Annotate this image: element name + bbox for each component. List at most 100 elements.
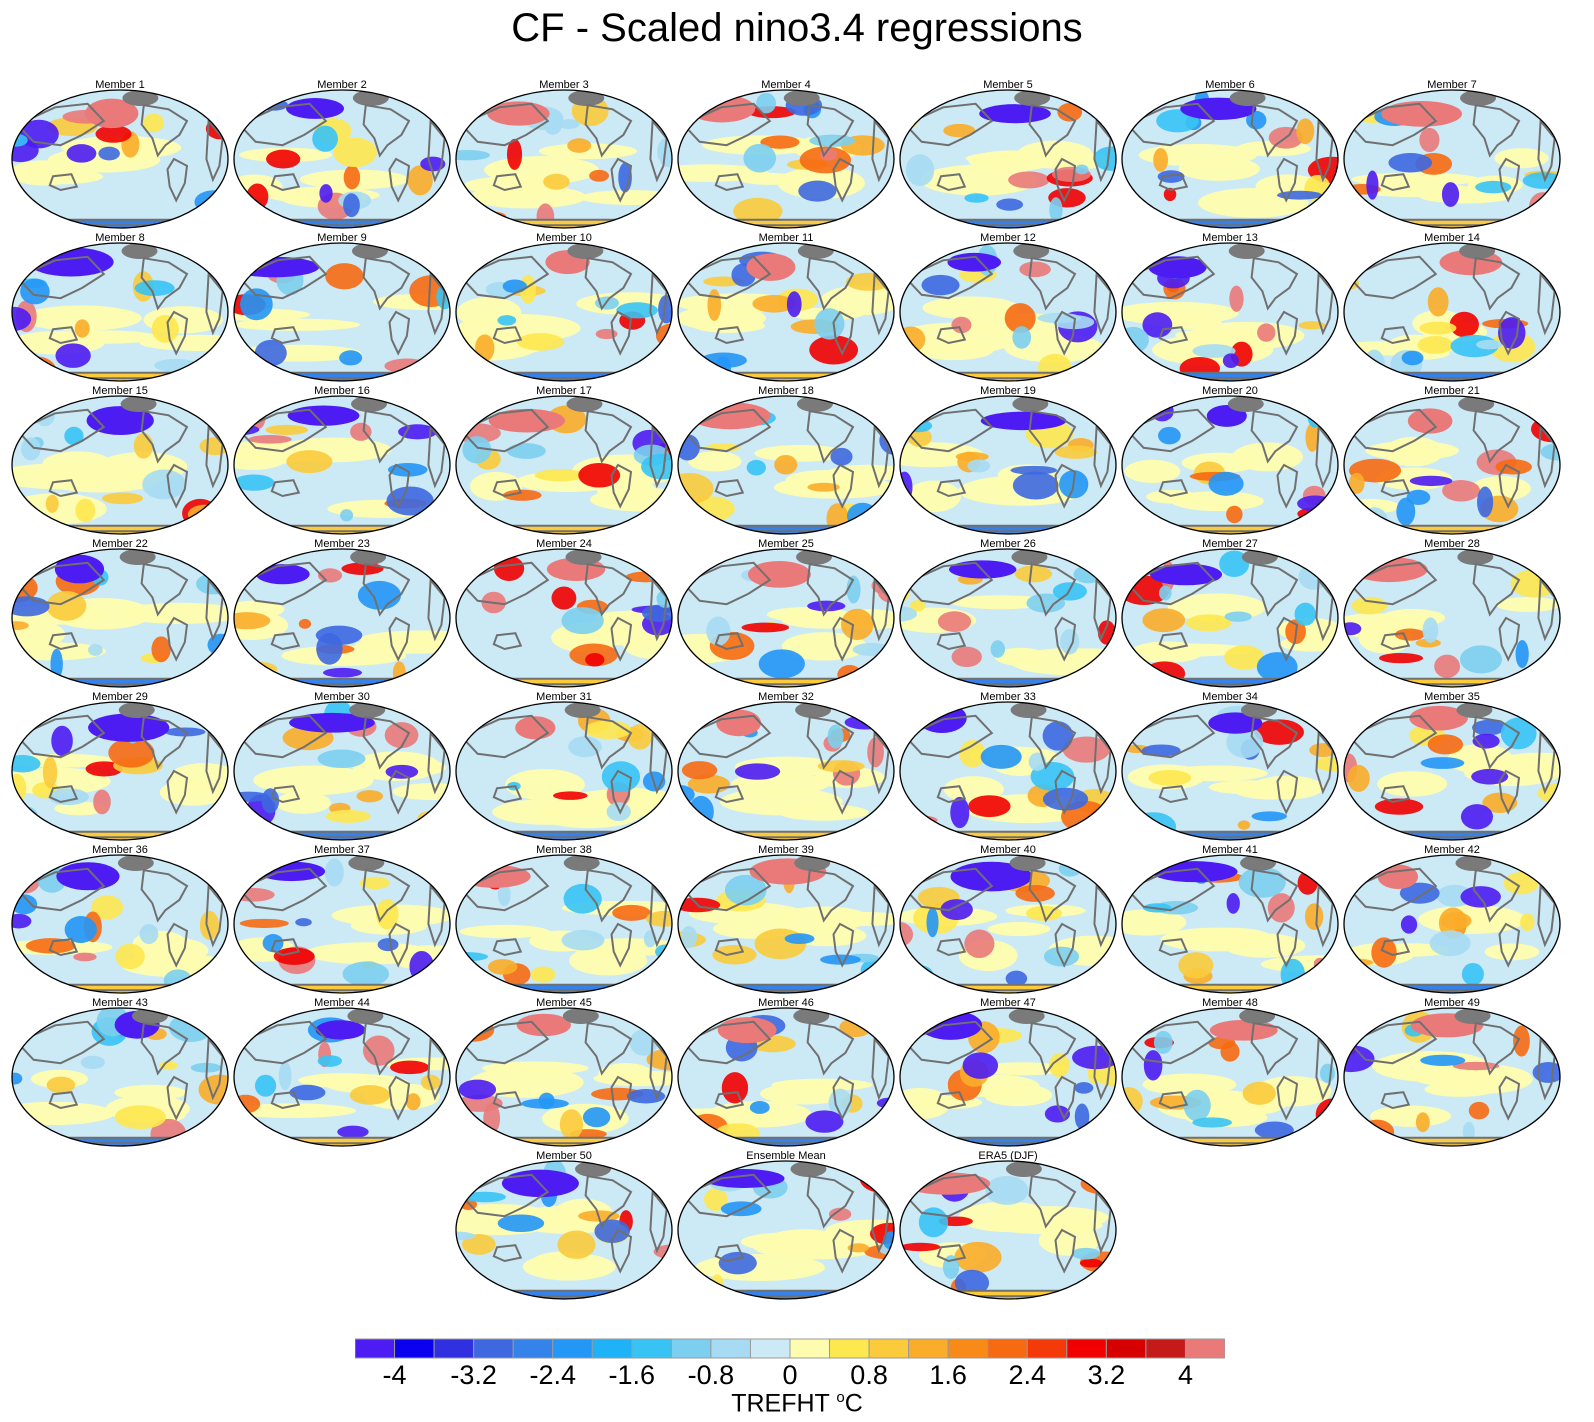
map-panel: Member 9 (232, 231, 452, 387)
panel-title: Member 43 (92, 997, 148, 1009)
colorbar-swatch (1105, 1338, 1147, 1359)
panel-title: Member 16 (314, 385, 370, 397)
map-image (11, 242, 229, 382)
colorbar-swatch (868, 1338, 910, 1359)
panel-title: Member 48 (1202, 997, 1258, 1009)
colorbar-swatch (987, 1338, 1028, 1359)
map-image (11, 548, 229, 688)
map-image (1343, 242, 1561, 382)
map-panel: Member 19 (898, 384, 1118, 540)
map-image (1343, 395, 1561, 535)
map-image (899, 701, 1117, 841)
colorbar-swatch (710, 1338, 751, 1359)
map-image (233, 395, 451, 535)
map-panel: Member 12 (898, 231, 1118, 387)
map-image (1121, 395, 1339, 535)
panel-title: Member 40 (980, 844, 1036, 856)
map-image (455, 242, 673, 382)
map-image (1343, 89, 1561, 229)
map-image (1121, 701, 1339, 841)
map-image (11, 89, 229, 229)
map-image (677, 854, 895, 994)
colorbar-tick: -1.6 (608, 1360, 656, 1390)
map-panel: Member 21 (1342, 384, 1562, 540)
map-image (455, 395, 673, 535)
map-panel: ERA5 (DJF) (898, 1149, 1118, 1305)
map-image (233, 854, 451, 994)
colorbar-swatch (355, 1338, 396, 1359)
map-image (1121, 89, 1339, 229)
panel-title: Member 41 (1202, 844, 1258, 856)
panel-title: Member 32 (758, 691, 814, 703)
colorbar-tick: -2.4 (529, 1360, 576, 1390)
map-panel: Member 48 (1120, 996, 1340, 1152)
map-image (899, 1007, 1117, 1147)
panel-title: Member 50 (536, 1150, 592, 1162)
colorbar-swatch (749, 1338, 791, 1359)
map-panel: Member 49 (1342, 996, 1562, 1152)
panel-title: Member 28 (1424, 538, 1480, 550)
panel-title: Member 6 (1205, 79, 1255, 91)
map-panel: Member 38 (454, 843, 674, 999)
map-image (1121, 1007, 1339, 1147)
map-panel: Member 27 (1120, 537, 1340, 693)
map-panel: Member 42 (1342, 843, 1562, 999)
panel-title: Member 25 (758, 538, 814, 550)
map-panel: Member 35 (1342, 690, 1562, 846)
map-image (677, 701, 895, 841)
map-panel: Member 26 (898, 537, 1118, 693)
colorbar-variable: TREFHT (731, 1389, 830, 1418)
map-image (677, 1007, 895, 1147)
map-panel: Member 32 (676, 690, 896, 846)
degree-symbol: o (836, 1389, 845, 1406)
panel-title: Member 14 (1424, 232, 1480, 244)
panel-title: Member 37 (314, 844, 370, 856)
panel-title: Member 46 (758, 997, 814, 1009)
colorbar-swatch (591, 1338, 633, 1359)
map-image (677, 89, 895, 229)
map-panel: Member 37 (232, 843, 452, 999)
panel-title: Member 30 (314, 691, 370, 703)
map-image (677, 395, 895, 535)
map-image (1343, 701, 1561, 841)
panel-title: Member 23 (314, 538, 370, 550)
map-panel: Member 5 (898, 78, 1118, 234)
map-image (1121, 854, 1339, 994)
map-panel: Member 7 (1342, 78, 1562, 234)
panel-title: Member 15 (92, 385, 148, 397)
panel-title: Member 10 (536, 232, 592, 244)
panel-title: Member 18 (758, 385, 814, 397)
map-panel: Member 8 (10, 231, 230, 387)
panel-title: Member 26 (980, 538, 1036, 550)
colorbar-tick: 2.4 (1008, 1360, 1047, 1390)
panel-title: Member 1 (95, 79, 145, 91)
map-panel: Member 33 (898, 690, 1118, 846)
figure-title: CF - Scaled nino3.4 regressions (511, 6, 1083, 50)
map-panel: Member 39 (676, 843, 896, 999)
panel-title: Member 2 (317, 79, 367, 91)
map-panel: Member 40 (898, 843, 1118, 999)
panel-title: Member 29 (92, 691, 148, 703)
map-panel: Member 4 (676, 78, 896, 234)
panel-title: Member 4 (761, 79, 811, 91)
panel-title: Member 5 (983, 79, 1033, 91)
map-image (899, 395, 1117, 535)
map-image (233, 242, 451, 382)
map-panel: Member 47 (898, 996, 1118, 1152)
map-panel: Member 46 (676, 996, 896, 1152)
colorbar-tick: 4 (1177, 1360, 1193, 1390)
map-panel: Member 30 (232, 690, 452, 846)
map-image (11, 1007, 229, 1147)
map-image (455, 1160, 673, 1300)
colorbar-swatch (1026, 1338, 1068, 1359)
colorbar-tick: 0.8 (850, 1360, 888, 1390)
panel-title: Member 13 (1202, 232, 1258, 244)
map-panel: Member 16 (232, 384, 452, 540)
panel-title: Member 19 (980, 385, 1036, 397)
map-panel: Member 20 (1120, 384, 1340, 540)
panel-title: Member 39 (758, 844, 814, 856)
panel-title: Member 36 (92, 844, 148, 856)
panel-title: Member 49 (1424, 997, 1480, 1009)
colorbar-swatch (829, 1338, 870, 1359)
colorbar-swatch (1066, 1338, 1107, 1359)
